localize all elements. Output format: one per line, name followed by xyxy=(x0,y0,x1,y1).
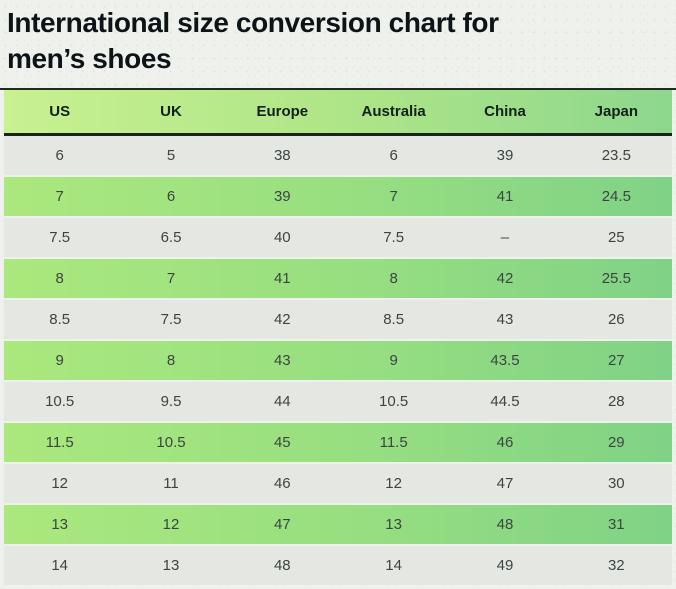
table-row: 7 6 39 7 41 24.5 xyxy=(4,176,672,218)
table-row: 11.5 10.5 45 11.5 46 29 xyxy=(4,422,672,464)
page-title-line1: International size conversion chart for xyxy=(7,7,499,38)
table-cell: 10.5 xyxy=(115,422,227,464)
table-cell: 13 xyxy=(115,545,227,587)
table-cell: 44 xyxy=(226,381,338,423)
table-cell: 26 xyxy=(560,299,672,341)
table-cell: 13 xyxy=(4,504,116,546)
table-cell: 39 xyxy=(449,134,561,177)
table-cell: 8.5 xyxy=(337,299,450,341)
table-cell: 42 xyxy=(449,258,561,300)
table-cell: 9.5 xyxy=(115,381,227,423)
table-cell: 44.5 xyxy=(449,381,561,423)
table-cell: 8 xyxy=(337,258,450,300)
table-cell: 12 xyxy=(115,504,227,546)
table-cell: 6 xyxy=(115,176,227,218)
table-cell: 9 xyxy=(337,340,450,382)
table-cell: 7 xyxy=(337,176,450,218)
table-cell: 48 xyxy=(226,545,338,587)
table-row: 10.5 9.5 44 10.5 44.5 28 xyxy=(4,381,672,423)
table-cell: 6 xyxy=(4,134,116,177)
column-header-europe: Europe xyxy=(226,90,338,136)
column-header-us: US xyxy=(4,90,116,136)
table-cell: 11.5 xyxy=(4,422,116,464)
table-cell: 8 xyxy=(115,340,227,382)
table-cell: 25 xyxy=(560,217,672,259)
table-cell: 45 xyxy=(226,422,338,464)
table-cell: 47 xyxy=(449,463,561,505)
table-cell: 7 xyxy=(4,176,116,218)
column-header-uk: UK xyxy=(115,90,227,136)
table-cell: 46 xyxy=(449,422,561,464)
table-cell: 41 xyxy=(449,176,561,218)
table-cell: 41 xyxy=(226,258,338,300)
header-row: US UK Europe Australia China Japan xyxy=(4,90,672,136)
table-cell: 48 xyxy=(449,504,561,546)
table-cell: 10.5 xyxy=(4,381,116,423)
table-cell: – xyxy=(449,217,561,259)
table-cell: 39 xyxy=(226,176,338,218)
table-cell: 11 xyxy=(115,463,227,505)
column-header-japan: Japan xyxy=(560,90,672,136)
table-row: 8.5 7.5 42 8.5 43 26 xyxy=(4,299,672,341)
table-cell: 7 xyxy=(115,258,227,300)
table-cell: 24.5 xyxy=(560,176,672,218)
table-cell: 29 xyxy=(560,422,672,464)
table-row: 8 7 41 8 42 25.5 xyxy=(4,258,672,300)
table-cell: 32 xyxy=(560,545,672,587)
table-cell: 11.5 xyxy=(337,422,450,464)
column-header-australia: Australia xyxy=(337,90,450,136)
page-title-line2: men’s shoes xyxy=(7,43,172,74)
table-cell: 6 xyxy=(337,134,450,177)
table-row: 14 13 48 14 49 32 xyxy=(4,545,672,587)
table-cell: 27 xyxy=(560,340,672,382)
table-top-border xyxy=(0,88,676,90)
table-cell: 43 xyxy=(226,340,338,382)
table-cell: 38 xyxy=(226,134,338,177)
table-cell: 42 xyxy=(226,299,338,341)
page-title: International size conversion chart for m… xyxy=(0,0,676,77)
table-cell: 5 xyxy=(115,134,227,177)
table-cell: 9 xyxy=(4,340,116,382)
table-cell: 30 xyxy=(560,463,672,505)
table-cell: 49 xyxy=(449,545,561,587)
table-row: 9 8 43 9 43.5 27 xyxy=(4,340,672,382)
table-cell: 8 xyxy=(4,258,116,300)
table-cell: 28 xyxy=(560,381,672,423)
table-cell: 8.5 xyxy=(4,299,116,341)
table-cell: 23.5 xyxy=(560,134,672,177)
table-cell: 43.5 xyxy=(449,340,561,382)
table-cell: 40 xyxy=(226,217,338,259)
table-cell: 7.5 xyxy=(337,217,450,259)
table-cell: 7.5 xyxy=(115,299,227,341)
table-cell: 10.5 xyxy=(337,381,450,423)
table-cell: 14 xyxy=(4,545,116,587)
table-row: 7.5 6.5 40 7.5–25 xyxy=(4,217,672,259)
column-header-china: China xyxy=(449,90,561,136)
table-cell: 12 xyxy=(337,463,450,505)
table-cell: 14 xyxy=(337,545,450,587)
table-cell: 13 xyxy=(337,504,450,546)
table-cell: 7.5 xyxy=(4,217,116,259)
size-conversion-table: US UK Europe Australia China Japan 6 5 38 6 39 23.5… xyxy=(4,90,672,587)
table-row: 12 11 46 12 47 30 xyxy=(4,463,672,505)
table-cell: 47 xyxy=(226,504,338,546)
table-cell: 46 xyxy=(226,463,338,505)
table-cell: 43 xyxy=(449,299,561,341)
table-cell: 12 xyxy=(4,463,116,505)
table-cell: 6.5 xyxy=(115,217,227,259)
table-cell: 31 xyxy=(560,504,672,546)
table-row: 6 5 38 6 39 23.5 xyxy=(4,134,672,177)
table-cell: 25.5 xyxy=(560,258,672,300)
table-row: 13 12 47 13 48 31 xyxy=(4,504,672,546)
